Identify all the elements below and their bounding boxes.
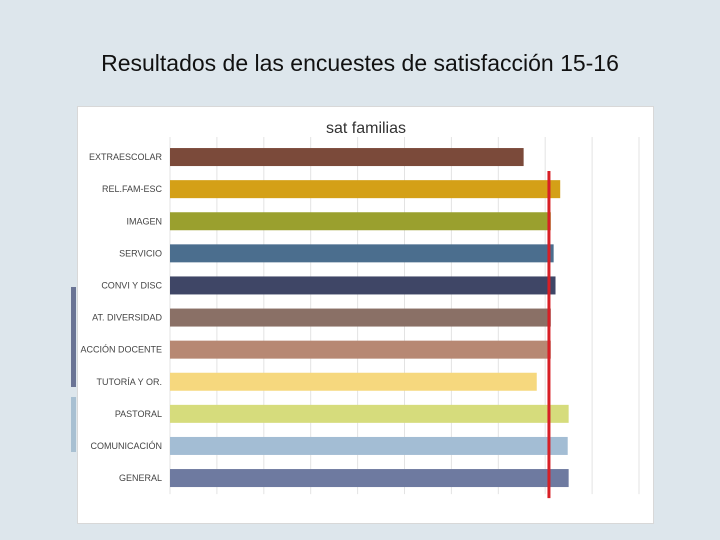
bar-imagen	[170, 212, 551, 231]
bar-rel-fam-esc	[170, 180, 561, 199]
category-label: EXTRAESCOLAR	[89, 152, 163, 162]
category-label: GENERAL	[119, 473, 162, 483]
chart-title: sat familias	[326, 120, 406, 137]
category-label: COMUNICACIÓN	[91, 441, 163, 451]
bar-convi-y-disc	[170, 276, 556, 295]
bar-chart: sat familias EXTRAESCOLAR REL.FAM-ESC IMAG…	[80, 120, 640, 499]
bar-acci-n-docente	[170, 340, 551, 359]
bar-pastoral	[170, 404, 569, 423]
bar-servicio	[170, 244, 554, 263]
category-label: AT. DIVERSIDAD	[92, 313, 162, 323]
decorative-accent-bar-bottom	[71, 397, 76, 452]
decorative-accent-bar-top	[71, 287, 76, 387]
slide-title: Resultados de las encuestes de satisfacc…	[101, 50, 619, 76]
category-label: REL.FAM-ESC	[102, 184, 163, 194]
category-label: IMAGEN	[126, 216, 162, 226]
category-label: ACCIÓN DOCENTE	[80, 345, 162, 355]
bar-at-diversidad	[170, 308, 551, 327]
category-label: TUTORÍA Y OR.	[96, 377, 162, 387]
bar-general	[170, 469, 569, 488]
bar-comunicaci-n	[170, 436, 568, 455]
category-label: PASTORAL	[115, 409, 162, 419]
category-label: SERVICIO	[119, 248, 162, 258]
bar-extraescolar	[170, 148, 524, 167]
bar-tutor-a-y-or	[170, 372, 537, 391]
category-label: CONVI Y DISC	[101, 280, 162, 290]
chart-panel: sat familias EXTRAESCOLAR REL.FAM-ESC IMAG…	[77, 106, 654, 524]
